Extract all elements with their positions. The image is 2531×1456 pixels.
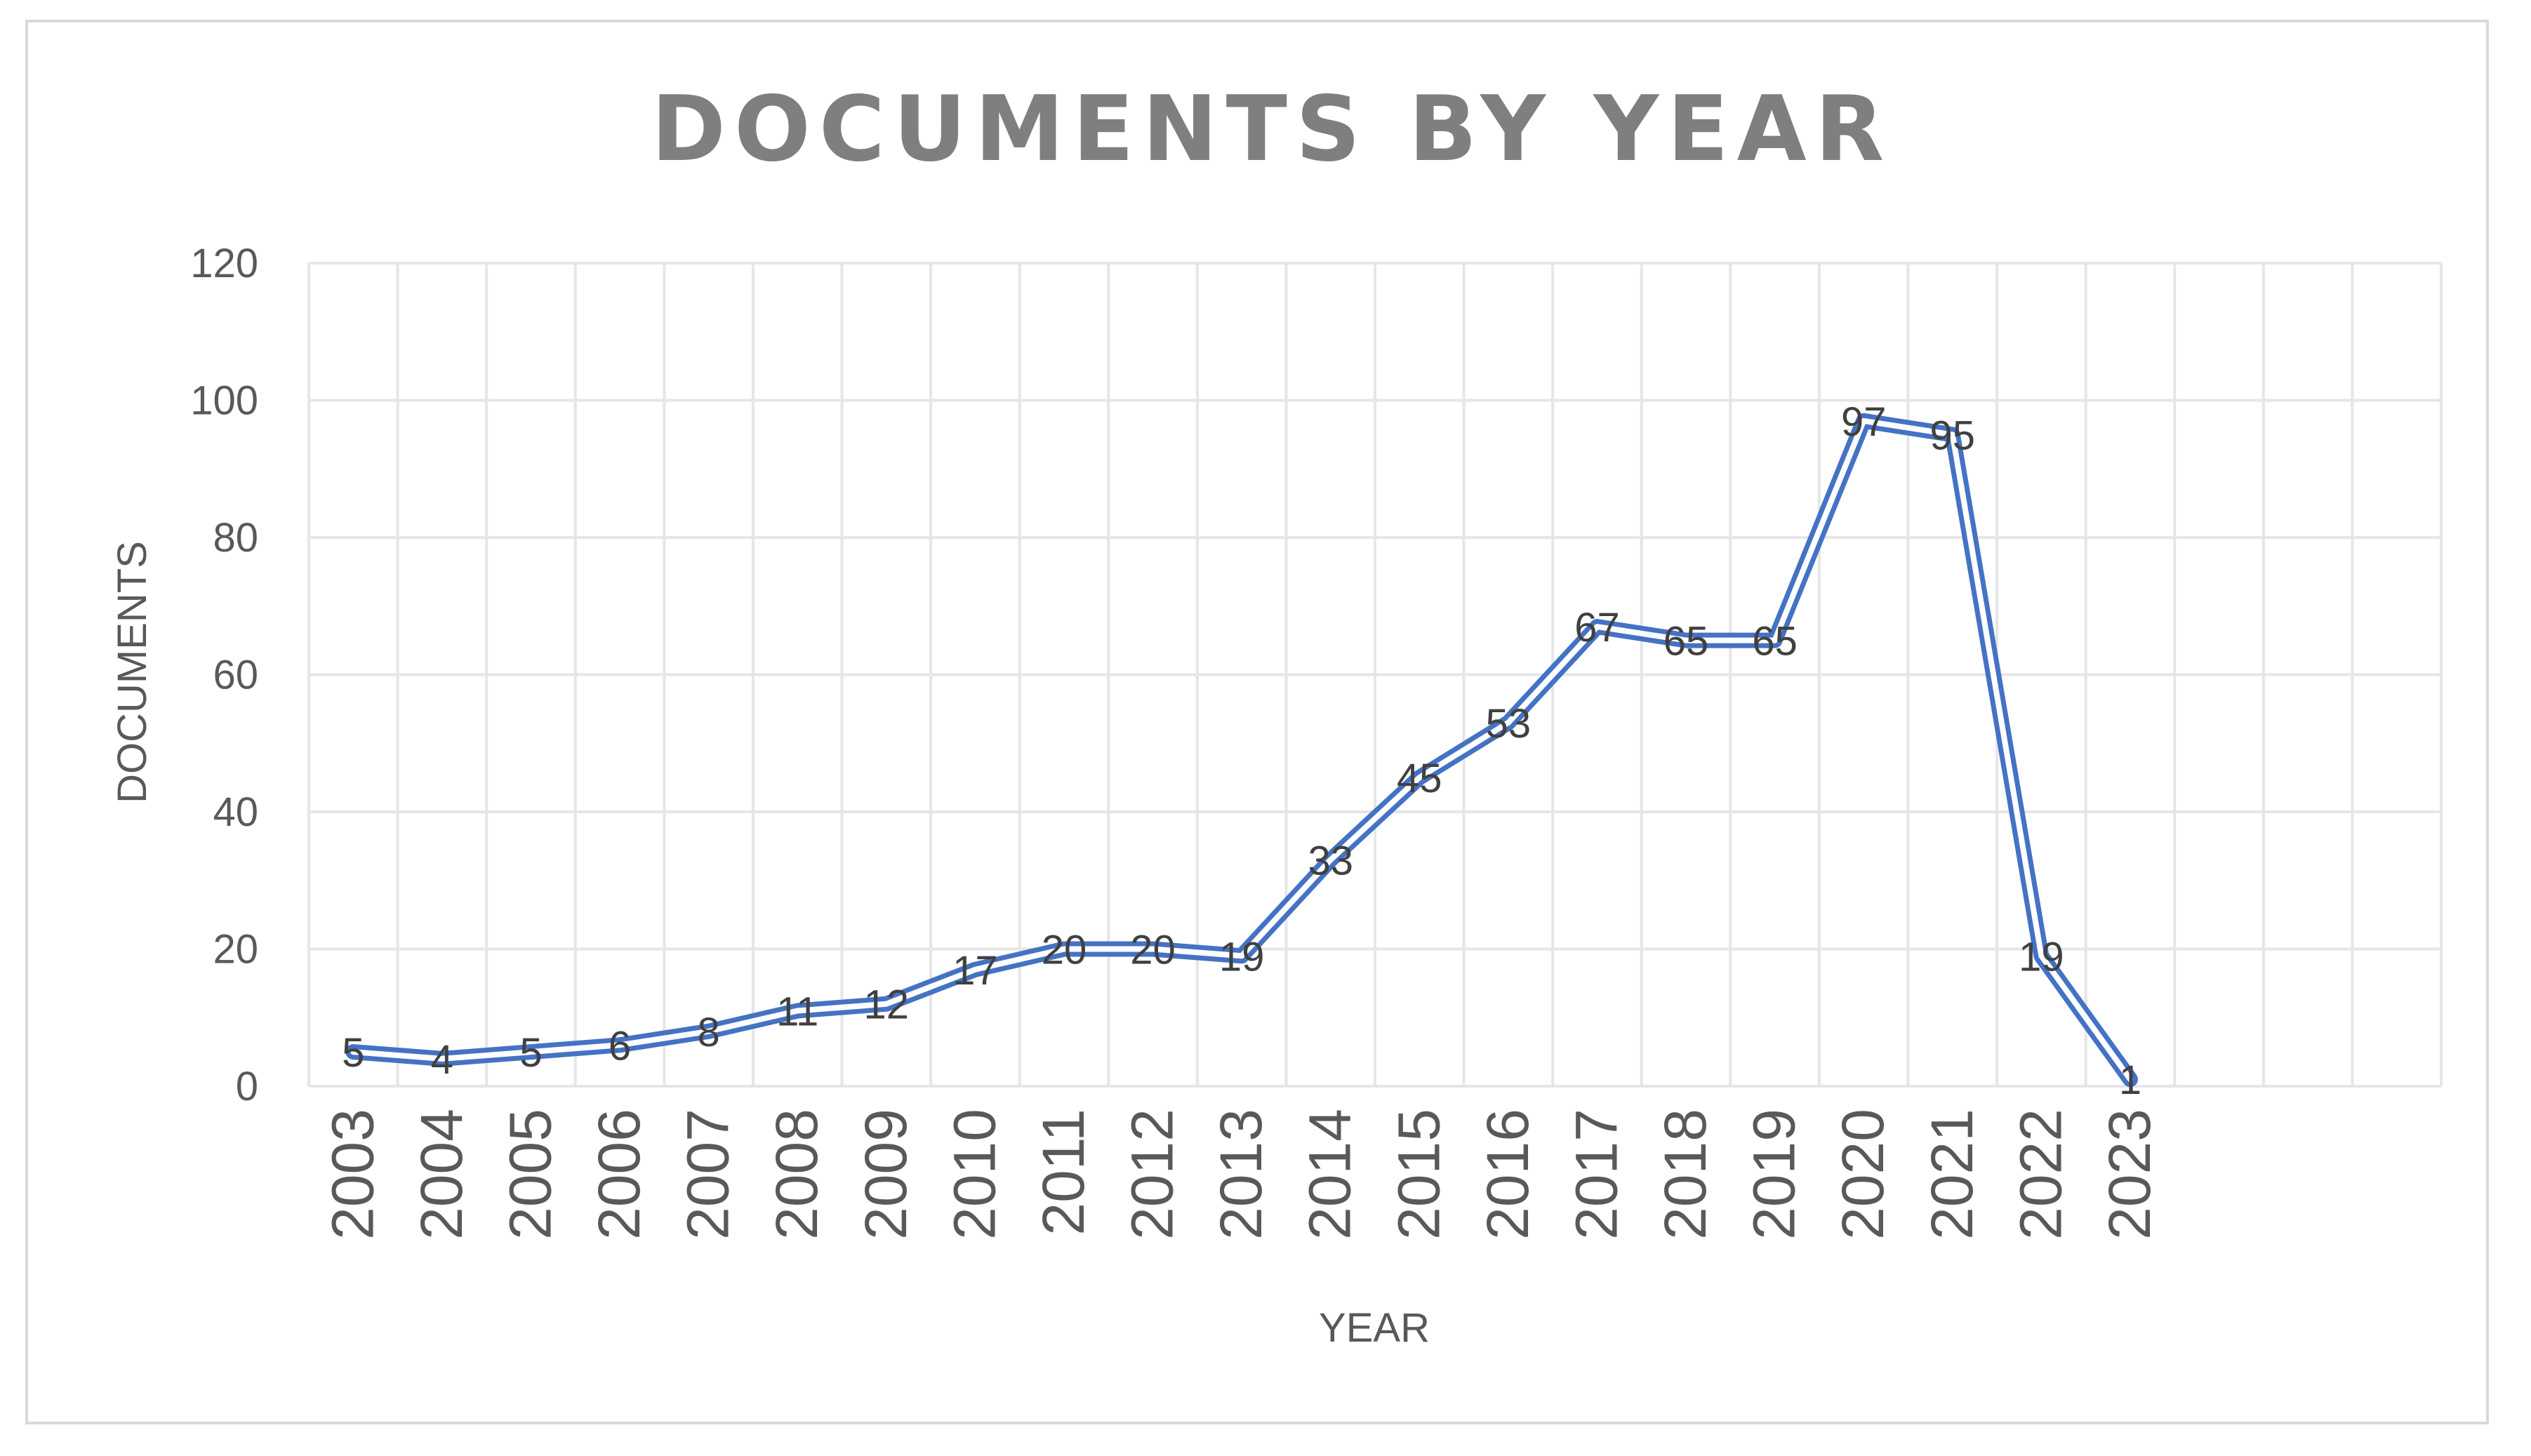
x-tick-label: 2014 bbox=[1297, 1109, 1363, 1240]
x-tick-label: 2004 bbox=[408, 1109, 474, 1240]
x-tick-label: 2017 bbox=[1563, 1109, 1629, 1240]
data-label: 45 bbox=[1397, 756, 1442, 801]
data-label: 95 bbox=[1930, 413, 1976, 458]
x-tick-label: 2022 bbox=[2007, 1109, 2073, 1240]
y-tick-label: 80 bbox=[213, 515, 258, 561]
x-tick-label: 2003 bbox=[319, 1109, 385, 1240]
x-tick-label: 2016 bbox=[1475, 1109, 1541, 1240]
data-label: 17 bbox=[952, 948, 998, 994]
y-tick-label: 120 bbox=[190, 241, 258, 286]
y-tick-label: 100 bbox=[190, 378, 258, 424]
grid-lines bbox=[307, 262, 2443, 1088]
x-tick-label: 2013 bbox=[1208, 1109, 1274, 1240]
series-line-inner bbox=[350, 418, 2133, 1083]
data-label: 1 bbox=[2119, 1057, 2141, 1103]
y-tick-label: 20 bbox=[213, 927, 258, 973]
x-tick-label: 2006 bbox=[586, 1109, 652, 1240]
y-axis-ticks: 0 20 40 60 80 100 120 bbox=[190, 241, 258, 1109]
data-label: 8 bbox=[697, 1010, 719, 1055]
data-label: 12 bbox=[864, 982, 910, 1028]
x-tick-label: 2009 bbox=[853, 1109, 919, 1240]
data-label: 11 bbox=[776, 989, 818, 1034]
x-tick-label: 2008 bbox=[764, 1109, 830, 1240]
data-label: 5 bbox=[342, 1030, 364, 1076]
x-tick-label: 2007 bbox=[675, 1109, 741, 1240]
y-tick-label: 40 bbox=[213, 789, 258, 835]
data-label: 97 bbox=[1841, 399, 1887, 445]
series-line-outer bbox=[345, 413, 2138, 1088]
y-tick-label: 0 bbox=[236, 1064, 258, 1109]
x-tick-label: 2015 bbox=[1386, 1109, 1451, 1240]
x-tick-label: 2019 bbox=[1741, 1109, 1807, 1240]
x-tick-label: 2018 bbox=[1652, 1109, 1718, 1240]
chart-title: DOCUMENTS BY YEAR bbox=[651, 77, 1893, 182]
data-label: 67 bbox=[1574, 605, 1620, 650]
x-axis-title: YEAR bbox=[1319, 1305, 1430, 1351]
x-tick-label: 2011 bbox=[1030, 1109, 1096, 1236]
data-label: 33 bbox=[1308, 838, 1353, 883]
data-label: 5 bbox=[519, 1030, 542, 1076]
x-tick-label: 2005 bbox=[497, 1109, 563, 1240]
data-label: 53 bbox=[1486, 701, 1532, 747]
series-line bbox=[345, 413, 2138, 1088]
chart-frame bbox=[25, 20, 2489, 1424]
data-label: 20 bbox=[1042, 928, 1087, 973]
y-tick-label: 60 bbox=[213, 653, 258, 698]
data-label: 65 bbox=[1663, 619, 1709, 664]
x-tick-label: 2020 bbox=[1830, 1109, 1896, 1240]
data-label: 65 bbox=[1752, 619, 1798, 664]
data-label: 19 bbox=[1219, 934, 1265, 980]
data-label: 20 bbox=[1130, 928, 1176, 973]
data-label: 6 bbox=[609, 1023, 631, 1069]
x-tick-label: 2010 bbox=[941, 1109, 1007, 1240]
x-tick-label: 2012 bbox=[1120, 1109, 1185, 1240]
y-axis-title: DOCUMENTS bbox=[109, 541, 155, 803]
x-axis-ticks: 2003 2004 2005 2006 2007 2008 2009 2010 2011 2012… bbox=[319, 1109, 2163, 1240]
x-tick-label: 2023 bbox=[2097, 1109, 2163, 1240]
data-label: 4 bbox=[431, 1037, 453, 1083]
data-label: 19 bbox=[2019, 934, 2064, 980]
x-tick-label: 2021 bbox=[1919, 1109, 1985, 1240]
